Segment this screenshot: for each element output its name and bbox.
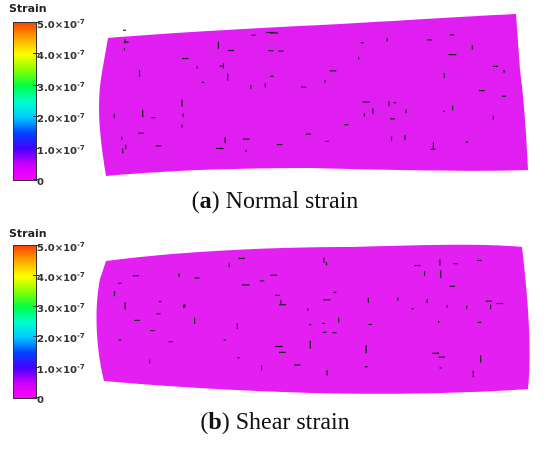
tick-label: 3.0×10-7 [37, 81, 85, 94]
tick-mark [33, 85, 39, 86]
tick-label: 4.0×10-7 [37, 271, 85, 284]
figure-caption: (b) Shear strain [200, 409, 350, 435]
tick-mark [33, 179, 39, 180]
tick-mark [33, 367, 39, 368]
tick-label: 0 [37, 395, 44, 406]
tick-mark [33, 53, 39, 54]
tick-mark [33, 336, 39, 337]
legend-title: Strain [9, 227, 47, 240]
tick-mark [33, 306, 39, 307]
specimen-strain-contour [99, 14, 529, 176]
tick-mark [33, 397, 39, 398]
figure-caption: (a) Normal strain [191, 188, 359, 214]
tick-label: 3.0×10-7 [37, 302, 85, 315]
tick-mark [33, 148, 39, 149]
tick-label: 2.0×10-7 [37, 112, 85, 125]
panel-normal-strain: Strain 5.0×10-7 4.0×10-7 3.0×10-7 2.0×10… [9, 2, 529, 214]
legend-title: Strain [9, 2, 47, 15]
tick-label: 4.0×10-7 [37, 49, 85, 62]
tick-mark [33, 245, 39, 246]
tick-mark [33, 116, 39, 117]
tick-label: 0 [37, 177, 44, 188]
tick-label: 5.0×10-7 [37, 18, 85, 31]
tick-label: 2.0×10-7 [37, 332, 85, 345]
specimen-strain-contour [96, 244, 530, 394]
color-scale-bar [13, 22, 37, 181]
panel-shear-strain: Strain 5.0×10-7 4.0×10-7 3.0×10-7 2.0×10… [0, 225, 550, 449]
tick-label: 1.0×10-7 [37, 144, 85, 157]
color-scale-bar [13, 245, 37, 399]
tick-label: 1.0×10-7 [37, 363, 85, 376]
tick-mark [33, 275, 39, 276]
tick-label: 5.0×10-7 [37, 241, 85, 254]
tick-mark [33, 22, 39, 23]
